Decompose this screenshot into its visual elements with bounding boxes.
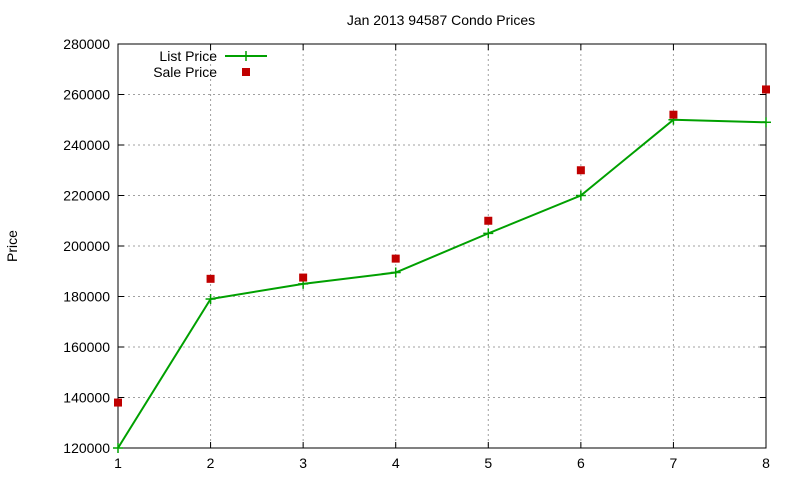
- data-point-square: [484, 216, 493, 225]
- y-tick-label: 280000: [63, 36, 110, 52]
- series: [113, 85, 771, 453]
- legend-plus-marker: [241, 51, 251, 61]
- x-tick-label: 5: [484, 455, 492, 471]
- x-tick-label: 8: [762, 455, 770, 471]
- y-tick-label: 260000: [63, 87, 110, 103]
- x-tick-label: 3: [299, 455, 307, 471]
- x-tick-label: 1: [114, 455, 122, 471]
- legend-swatch-list-price: [225, 51, 267, 61]
- data-point-square: [299, 273, 308, 282]
- series-line: [117, 118, 767, 449]
- x-tick-label: 7: [670, 455, 678, 471]
- x-tick-label: 2: [207, 455, 215, 471]
- data-point-square: [669, 110, 678, 119]
- y-tick-label: 220000: [63, 188, 110, 204]
- data-point-plus: [575, 190, 586, 201]
- data-point-plus: [390, 267, 401, 278]
- legend-square-marker: [242, 68, 250, 76]
- data-point-plus: [113, 443, 123, 453]
- series-list-price: [113, 114, 771, 453]
- data-point-plus: [761, 117, 771, 128]
- y-tick-label: 120000: [63, 440, 110, 456]
- y-tick-label: 160000: [63, 339, 110, 355]
- data-point-square: [391, 254, 400, 263]
- x-tick-label: 4: [392, 455, 400, 471]
- legend-label-list-price: List Price: [159, 48, 217, 64]
- y-tick-label: 140000: [63, 390, 110, 406]
- y-axis-label: Price: [4, 230, 20, 262]
- legend: List Price Sale Price: [153, 48, 267, 80]
- series-sale-price: [114, 85, 770, 407]
- y-tick-label: 240000: [63, 137, 110, 153]
- y-tick-label: 180000: [63, 289, 110, 305]
- chart-title: Jan 2013 94587 Condo Prices: [347, 12, 535, 28]
- data-point-square: [206, 274, 215, 283]
- x-tick-label: 6: [577, 455, 585, 471]
- legend-label-sale-price: Sale Price: [153, 64, 217, 80]
- data-point-plus: [205, 294, 216, 305]
- data-point-square: [576, 166, 585, 175]
- y-axis-tick-labels: 120000 140000 160000 180000 200000 220000 2400…: [63, 36, 110, 456]
- data-point-square: [114, 398, 122, 407]
- y-tick-label: 200000: [63, 238, 110, 254]
- x-axis-tick-labels: 1 2 3 4 5 6 7 8: [114, 455, 770, 471]
- legend-swatch-sale-price: [242, 68, 250, 76]
- grid: [118, 44, 766, 448]
- data-point-plus: [483, 228, 494, 239]
- data-point-square: [762, 85, 770, 94]
